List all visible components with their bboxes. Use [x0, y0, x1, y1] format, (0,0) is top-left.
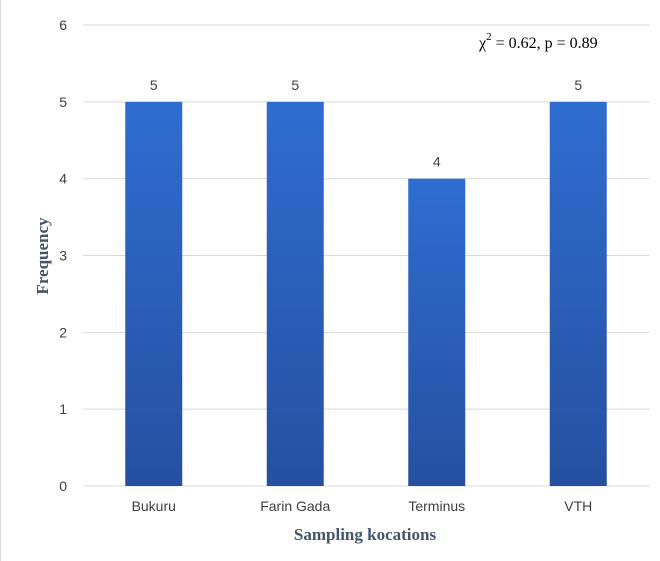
- x-tick-label: Farin Gada: [260, 498, 330, 514]
- chi-square-annotation: χ2 = 0.62, p = 0.89: [478, 31, 598, 52]
- x-axis-ticks: Bukuru Farin Gada Terminus VTH: [132, 498, 593, 514]
- x-tick-label: Bukuru: [132, 498, 176, 514]
- data-label: 5: [291, 77, 299, 93]
- x-tick-label: Terminus: [408, 498, 465, 514]
- data-label: 4: [433, 154, 441, 170]
- y-axis-ticks: 0 1 2 3 4 5 6: [59, 17, 67, 494]
- y-tick-label: 6: [59, 17, 67, 33]
- y-axis-title: Frequency: [33, 217, 52, 295]
- y-tick-label: 2: [59, 324, 67, 340]
- bar: [408, 178, 466, 486]
- y-tick-label: 1: [59, 401, 67, 417]
- x-tick-label: VTH: [564, 498, 592, 514]
- chi-symbol: χ: [478, 35, 487, 52]
- y-tick-label: 5: [59, 94, 67, 110]
- y-tick-label: 3: [59, 248, 67, 264]
- bar: [266, 101, 324, 486]
- bar: [549, 101, 607, 486]
- x-axis-title: Sampling kocations: [294, 525, 437, 544]
- data-label: 5: [574, 77, 582, 93]
- data-labels: 5 5 4 5: [150, 77, 583, 170]
- bar: [125, 101, 183, 486]
- y-tick-label: 4: [59, 171, 67, 187]
- chi-statistic-text: = 0.62, p = 0.89: [492, 35, 598, 52]
- y-tick-label: 0: [59, 478, 67, 494]
- data-label: 5: [150, 77, 158, 93]
- bars: [125, 101, 607, 486]
- chi-superscript: 2: [486, 31, 492, 43]
